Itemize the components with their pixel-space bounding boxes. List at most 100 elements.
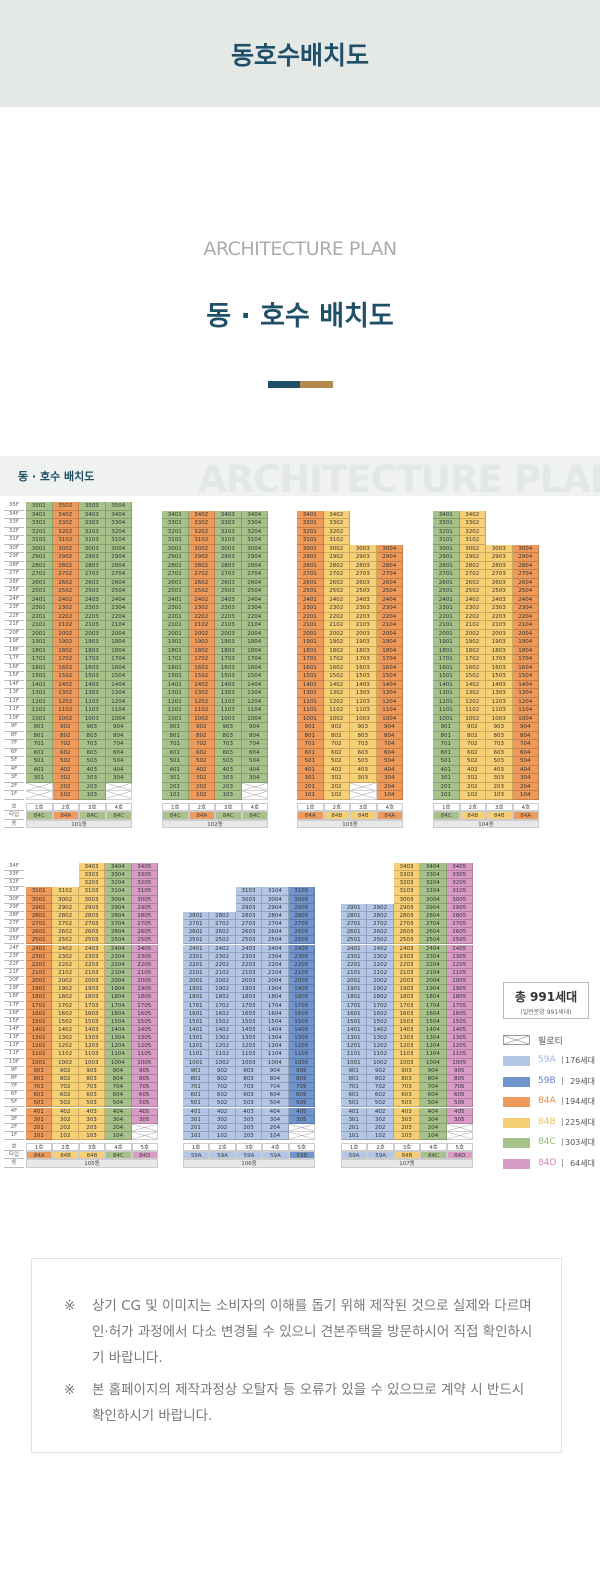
unit-cell: 2403 — [350, 595, 377, 604]
unit-cell: 501 — [162, 757, 189, 766]
ho-number: 1호 — [433, 802, 460, 811]
unit-cell: 2402 — [323, 595, 350, 604]
building-name: 107동 — [341, 1159, 473, 1168]
unit-cell: 2301 — [183, 952, 210, 961]
floor-label: 8F — [4, 732, 24, 740]
unit-cell: 304 — [262, 1115, 289, 1124]
unit-cell: 1604 — [105, 663, 132, 672]
unit-cell: 1302 — [367, 1034, 394, 1043]
unit-cell: 2905 — [131, 903, 158, 912]
unit-type: 59A — [209, 1151, 236, 1160]
unit-cell: 3302 — [323, 519, 350, 528]
unit-cell: 1303 — [79, 689, 106, 698]
unit-cell: 2702 — [52, 920, 79, 929]
unit-cell: 3405 — [131, 863, 158, 872]
unit-cell: 3105 — [131, 887, 158, 896]
unit-cell: 702 — [52, 740, 79, 749]
unit-cell: 1105 — [131, 1050, 158, 1059]
unit-cell: 1901 — [26, 638, 53, 647]
unit-cell: 1603 — [235, 1009, 263, 1018]
unit-cell: 2405 — [446, 944, 473, 953]
unit-cell: 1305 — [288, 1034, 315, 1043]
unit-cell: 1902 — [459, 638, 486, 647]
legend-type: 84A — [538, 1096, 556, 1106]
unit-cell: 3101 — [162, 536, 189, 545]
unit-cell: 601 — [162, 748, 189, 757]
unit-cell: 2204 — [420, 960, 447, 969]
unit-cell: 2003 — [393, 977, 421, 986]
unit-cell: 1403 — [79, 680, 106, 689]
unit-cell: 304 — [420, 1115, 447, 1124]
legend-separator: | — [561, 1158, 564, 1167]
unit-cell: 305 — [131, 1115, 158, 1124]
unit-cell: 1604 — [262, 1009, 289, 1018]
unit-cell: 2703 — [79, 570, 106, 579]
unit-cell: 2701 — [26, 570, 53, 579]
unit-cell: 3204 — [105, 527, 132, 536]
unit-cell: 2701 — [26, 920, 53, 929]
legend-separator: | — [561, 1137, 564, 1146]
unit-cell: 403 — [350, 765, 377, 774]
unit-cell: 2102 — [367, 968, 394, 978]
unit-cell: 405 — [446, 1107, 473, 1116]
unit-cell: 3002 — [459, 544, 486, 553]
unit-cell: 2201 — [26, 960, 53, 969]
floor-label: 31F — [4, 536, 24, 545]
unit-cell: 104 — [420, 1131, 447, 1141]
unit-cell: 901 — [433, 723, 460, 732]
legend-pilotis-label: 필로티 — [538, 1037, 563, 1047]
notice-item: ※ 상기 CG 및 이미지는 소비자의 이해를 돕기 위해 제작된 것으로 실제와… — [64, 1293, 534, 1371]
unit-cell: 804 — [105, 1074, 132, 1084]
unit-cell: 2103 — [215, 621, 242, 630]
unit-type: 84B — [52, 1151, 79, 1160]
unit-cell: 1402 — [367, 1026, 394, 1035]
total-units-box: 총 991세대 (일반분양 991세대) — [503, 982, 589, 1019]
unit-cell: 505 — [288, 1099, 315, 1108]
unit-cell: 301 — [26, 1115, 53, 1124]
unit-cell: 703 — [78, 1083, 106, 1092]
unit-cell: 1704 — [420, 1001, 447, 1010]
unit-cell: 805 — [446, 1074, 473, 1084]
unit-cell: 902 — [459, 723, 486, 732]
unit-cell: 2403 — [215, 595, 242, 604]
unit-cell: 1403 — [393, 1026, 421, 1035]
unit-cell: 301 — [26, 774, 53, 783]
unit-cell: 1102 — [188, 706, 215, 715]
unit-cell: 2303 — [486, 604, 513, 613]
unit-cell: 903 — [350, 723, 377, 732]
unit-cell: 2601 — [433, 578, 460, 587]
unit-cell: 1603 — [215, 663, 242, 672]
unit-cell: 2203 — [215, 612, 242, 621]
unit-cell: 1903 — [235, 985, 263, 994]
unit-cell: 3201 — [433, 527, 460, 536]
unit-cell: 1101 — [26, 1050, 53, 1059]
unit-cell: 2602 — [188, 578, 215, 587]
unit-cell: 1603 — [78, 1009, 106, 1018]
unit-cell: 3305 — [131, 871, 158, 880]
unit-cell: 3302 — [52, 519, 79, 528]
unit-cell: 404 — [105, 1107, 132, 1116]
legend-count: 225세대 — [565, 1118, 595, 1127]
unit-cell: 203 — [215, 782, 242, 791]
unit-cell: 2502 — [52, 587, 79, 596]
type-row-label: 타입 — [4, 1151, 24, 1160]
unit-cell: 2401 — [162, 595, 189, 604]
unit-cell: 1103 — [78, 1050, 106, 1059]
unit-cell: 703 — [215, 740, 242, 749]
unit-cell: 2503 — [486, 587, 513, 596]
unit-cell: 1203 — [393, 1042, 421, 1051]
unit-cell: 1202 — [52, 697, 79, 706]
unit-cell: 2001 — [341, 977, 368, 986]
unit-cell: 1701 — [433, 655, 460, 664]
unit-cell: 2304 — [241, 604, 268, 613]
plan-section-label: 동 · 호수 배치도 — [18, 470, 95, 483]
unit-cell: 703 — [350, 740, 377, 749]
unit-cell: 2302 — [459, 604, 486, 613]
unit-cell: 3004 — [105, 544, 132, 553]
unit-cell: 1703 — [79, 655, 106, 664]
unit-cell: 1501 — [26, 672, 53, 681]
section-eyebrow: ARCHITECTURE PLAN — [203, 238, 397, 260]
unit-cell: 505 — [446, 1099, 473, 1108]
legend-swatch — [503, 1138, 530, 1148]
unit-cell: 2202 — [367, 960, 394, 969]
